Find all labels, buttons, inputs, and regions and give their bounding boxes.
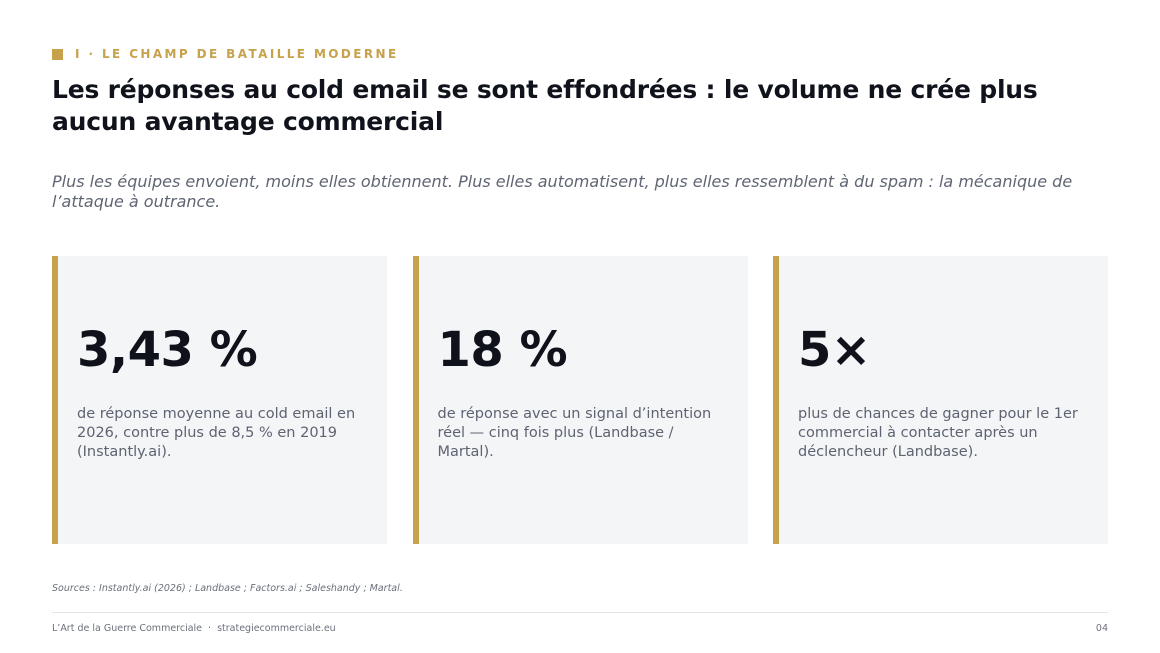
stat-value: 18 % xyxy=(437,322,568,378)
footer-divider xyxy=(52,612,1108,613)
footer-credits: L’Art de la Guerre Commerciale · strategie… xyxy=(52,623,336,634)
footer-website-link[interactable]: strategiecommerciale.eu xyxy=(217,623,336,634)
stat-card-first-contact: 5× plus de chances de gagner pour le 1er… xyxy=(773,256,1108,544)
footer-brand: L’Art de la Guerre Commerciale xyxy=(52,623,203,634)
stat-value: 5× xyxy=(798,322,871,378)
stat-value: 3,43 % xyxy=(77,322,258,378)
sources-note: Sources : Instantly.ai (2026) ; Landbase… xyxy=(52,583,403,594)
page-subtitle: Plus les équipes envoient, moins elles o… xyxy=(52,172,1073,211)
stat-cards: 3,43 % de réponse moyenne au cold email … xyxy=(52,256,1108,544)
page-title: Les réponses au cold email se sont effon… xyxy=(52,75,1038,136)
stat-card-response-rate: 3,43 % de réponse moyenne au cold email … xyxy=(52,256,387,544)
page-number: 04 xyxy=(1095,623,1108,634)
section-label: I · LE CHAMP DE BATAILLE MODERNE xyxy=(75,47,399,61)
footer-separator: · xyxy=(208,623,212,634)
section-marker-square xyxy=(52,48,63,60)
stat-description: plus de chances de gagner pour le 1er co… xyxy=(798,406,1078,460)
section-tag: I · LE CHAMP DE BATAILLE MODERNE xyxy=(52,47,399,61)
stat-description: de réponse avec un signal d’intention ré… xyxy=(437,406,712,460)
stat-card-intent-signal: 18 % de réponse avec un signal d’intenti… xyxy=(412,256,748,544)
stat-description: de réponse moyenne au cold email en 2026… xyxy=(77,406,356,460)
